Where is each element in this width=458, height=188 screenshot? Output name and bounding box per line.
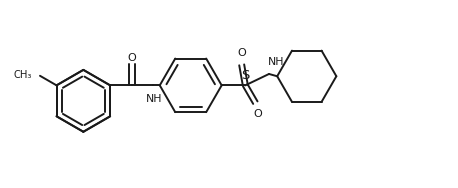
Text: S: S [241,69,250,82]
Text: NH: NH [146,94,162,104]
Text: O: O [253,109,262,119]
Text: NH: NH [268,57,284,67]
Text: CH₃: CH₃ [13,70,32,80]
Text: O: O [237,49,246,58]
Text: O: O [128,54,136,64]
